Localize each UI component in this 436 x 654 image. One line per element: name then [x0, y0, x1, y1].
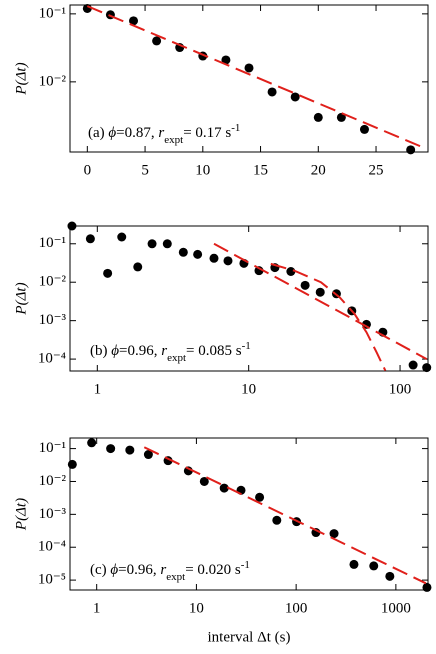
data-point	[178, 247, 188, 257]
x-tick-label: 10	[241, 381, 256, 397]
y-tick-label: 10⁻²	[39, 73, 67, 89]
data-point	[385, 571, 395, 581]
data-point	[129, 16, 139, 26]
annotation-part: expt	[166, 571, 185, 583]
annotation: (a) ϕ=0.87, rexpt= 0.17 s-1	[88, 122, 240, 146]
data-point	[219, 483, 229, 493]
data-point	[313, 112, 323, 122]
x-tick-label: 10	[189, 600, 204, 616]
data-point	[349, 559, 359, 569]
data-point	[286, 266, 296, 276]
annotation-part: = 0.085 s	[186, 343, 242, 359]
data-point	[106, 444, 116, 454]
annotation-part: -1	[231, 122, 240, 134]
x-tick-label: 25	[369, 162, 384, 178]
data-point	[336, 112, 346, 122]
x-tick-label: 0	[84, 162, 92, 178]
data-point	[87, 438, 97, 448]
data-point	[125, 445, 135, 455]
y-tick-label: 10⁻⁴	[38, 351, 66, 367]
y-tick-label: 10⁻¹	[39, 5, 66, 21]
data-point	[147, 239, 157, 249]
data-point	[152, 36, 162, 46]
annotation-part: = 0.020 s	[185, 562, 241, 578]
y-tick-label: 10⁻²	[39, 274, 67, 290]
x-tick-label: 1	[94, 381, 102, 397]
annotation: (c) ϕ=0.96, rexpt= 0.020 s-1	[90, 559, 250, 583]
annotation-part: -1	[242, 340, 251, 352]
data-point	[359, 124, 369, 134]
annotation: (b) ϕ=0.96, rexpt= 0.085 s-1	[90, 340, 251, 364]
annotation-part: =0.87,	[116, 125, 158, 141]
y-tick-label: 10⁻⁴	[38, 539, 66, 555]
annotation-part: = 0.17 s	[183, 125, 231, 141]
y-tick-label: 10⁻¹	[39, 235, 66, 251]
annotation-part: (c)	[90, 562, 110, 578]
x-tick-label: 10	[195, 162, 210, 178]
data-point	[422, 582, 432, 592]
data-point	[67, 459, 77, 469]
x-tick-label: 1000	[381, 600, 411, 616]
y-tick-label: 10⁻¹	[39, 440, 66, 456]
annotation-part: expt	[164, 134, 183, 146]
annotation-part: ϕ	[110, 562, 118, 578]
data-point	[85, 234, 95, 244]
fit-line	[86, 5, 423, 148]
y-tick-label: 10⁻⁵	[38, 572, 66, 588]
x-tick-label: 100	[389, 381, 412, 397]
fit-line	[213, 242, 428, 360]
data-point	[199, 476, 209, 486]
annotation-part: ϕ	[108, 125, 116, 141]
data-point	[67, 221, 77, 231]
data-point	[315, 287, 325, 297]
annotation-part: =0.96,	[119, 343, 161, 359]
data-point	[244, 63, 254, 73]
y-axis-label: P(Δt)	[13, 282, 29, 315]
x-tick-label: 5	[141, 162, 149, 178]
annotation-part: -1	[241, 559, 250, 571]
data-point	[272, 515, 282, 525]
y-axis-label: P(Δt)	[13, 498, 29, 531]
data-point	[369, 561, 379, 571]
data-point	[408, 360, 418, 370]
data-point	[255, 492, 265, 502]
data-point	[290, 92, 300, 102]
annotation-part: r	[160, 562, 166, 578]
annotation-part: =0.96,	[118, 562, 160, 578]
data-point	[406, 145, 416, 155]
data-point	[329, 529, 339, 539]
fit-line	[143, 446, 427, 585]
annotation-part: r	[161, 343, 167, 359]
annotation-part: ϕ	[111, 343, 119, 359]
plot-frame	[69, 4, 429, 153]
x-axis-label: interval Δt (s)	[208, 629, 291, 645]
x-tick-label: 15	[253, 162, 268, 178]
y-tick-label: 10⁻³	[39, 506, 67, 522]
data-point	[162, 239, 172, 249]
x-tick-label: 1	[93, 600, 101, 616]
y-axis-label: P(Δt)	[13, 62, 29, 95]
y-tick-label: 10⁻²	[39, 473, 67, 489]
data-point	[143, 450, 153, 460]
data-point	[117, 232, 127, 242]
x-tick-label: 100	[285, 600, 308, 616]
data-point	[267, 87, 277, 97]
data-point	[221, 55, 231, 65]
annotation-part: r	[158, 125, 164, 141]
x-tick-label: 20	[311, 162, 326, 178]
data-point	[193, 249, 203, 259]
annotation-part: (b)	[90, 343, 111, 359]
data-point	[300, 280, 310, 290]
y-tick-label: 10⁻³	[39, 312, 67, 328]
data-point	[223, 256, 233, 266]
annotation-part: (a)	[88, 125, 108, 141]
data-point	[103, 268, 113, 278]
fit-line	[270, 262, 387, 371]
data-point	[422, 363, 432, 373]
data-point	[209, 253, 219, 263]
data-point	[133, 262, 143, 272]
annotation-part: expt	[167, 352, 186, 364]
